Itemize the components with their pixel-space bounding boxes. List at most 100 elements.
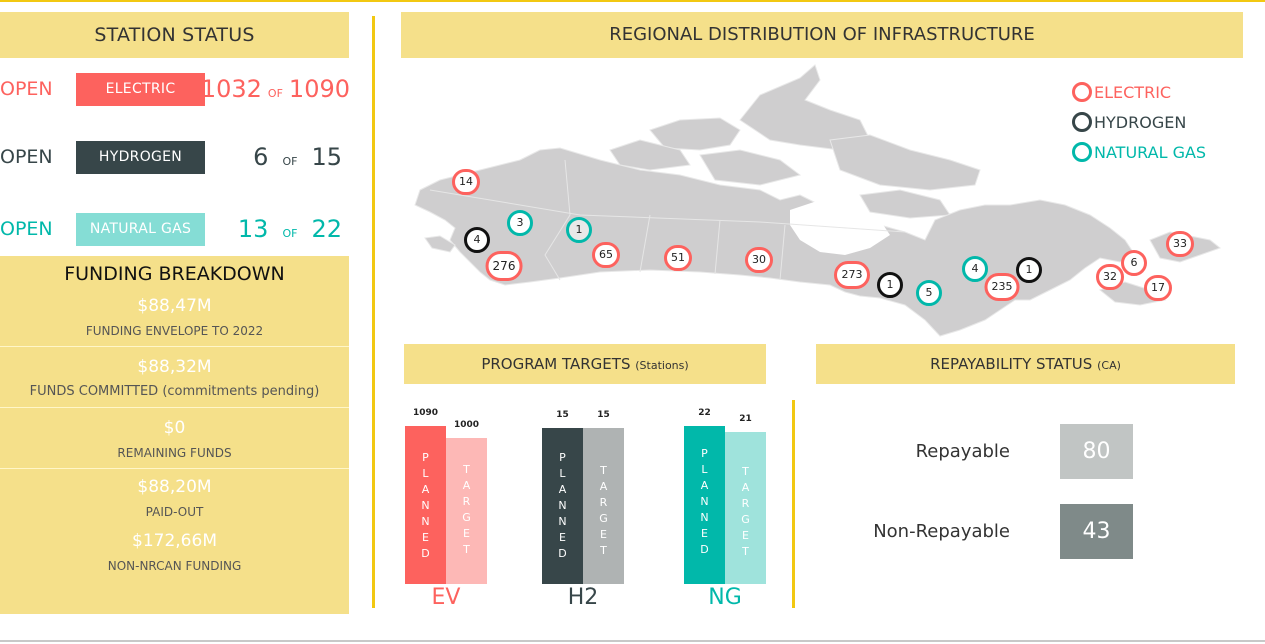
- natural-gas-total-count: 22: [311, 215, 342, 243]
- map-marker-electric[interactable]: 65: [592, 242, 620, 268]
- map-marker-natural-gas[interactable]: 4: [962, 256, 988, 282]
- map-marker-hydrogen[interactable]: 1: [877, 272, 903, 298]
- funding-item-remaining: $0 REMAINING FUNDS: [0, 414, 349, 468]
- h2-label: H2: [567, 585, 599, 610]
- map-marker-hydrogen[interactable]: 1: [1016, 257, 1042, 283]
- funding-item-committed: $88,32M FUNDS COMMITTED (commitments pen…: [0, 353, 349, 407]
- map-marker-electric[interactable]: 51: [664, 245, 692, 271]
- open-label: OPEN: [0, 78, 53, 100]
- circle-icon: [1072, 142, 1092, 162]
- map-marker-electric[interactable]: 273: [834, 261, 870, 289]
- legend-electric: ELECTRIC: [1072, 77, 1206, 107]
- natural-gas-counts: 13 OF 22: [238, 215, 342, 243]
- station-status-panel: STATION STATUS: [0, 12, 349, 58]
- hydrogen-pill: HYDROGEN: [76, 140, 205, 174]
- map-marker-natural-gas[interactable]: 3: [507, 210, 533, 236]
- bottom-rule: [0, 640, 1265, 642]
- map-marker-electric[interactable]: 14: [452, 169, 480, 195]
- map-marker-electric[interactable]: 33: [1166, 231, 1194, 257]
- funding-item-paid-out: $88,20M PAID-OUT: [0, 473, 349, 527]
- target-value: 21: [739, 414, 752, 424]
- of-label: OF: [267, 87, 283, 100]
- map-marker-hydrogen[interactable]: 4: [464, 227, 490, 253]
- status-row-electric: OPEN ELECTRIC 1032 OF 1090: [0, 72, 360, 106]
- ev-label: EV: [431, 585, 461, 610]
- legend-hydrogen: HYDROGEN: [1072, 107, 1206, 137]
- of-label: OF: [282, 155, 298, 168]
- map-marker-electric[interactable]: 235: [984, 273, 1020, 301]
- repayable-count: 80: [1060, 424, 1133, 479]
- map-marker-electric[interactable]: 17: [1144, 275, 1172, 301]
- map-legend: ELECTRIC HYDROGEN NATURAL GAS: [1072, 77, 1206, 167]
- funding-label: FUNDS COMMITTED (commitments pending): [29, 384, 320, 399]
- repayability-title-suffix: (CA): [1097, 359, 1121, 372]
- non-repayable-row: Non-Repayable 43: [850, 504, 1140, 559]
- non-repayable-label: Non-Repayable: [873, 521, 1010, 542]
- map-marker-natural-gas[interactable]: 5: [916, 280, 942, 306]
- electric-total-count: 1090: [288, 75, 350, 103]
- funding-value: $88,32M: [137, 357, 212, 377]
- non-repayable-count: 43: [1060, 504, 1133, 559]
- repayability-title-text: REPAYABILITY STATUS: [930, 355, 1093, 373]
- program-targets-title-text: PROGRAM TARGETS: [481, 355, 631, 373]
- funding-breakdown-title: FUNDING BREAKDOWN: [64, 263, 285, 285]
- target-value: 1000: [453, 420, 480, 430]
- funding-breakdown-panel: FUNDING BREAKDOWN $88,47M FUNDING ENVELO…: [0, 256, 349, 614]
- circle-icon: [1072, 82, 1092, 102]
- divider: [0, 407, 349, 408]
- of-label: OF: [282, 227, 298, 240]
- map-marker-electric[interactable]: 30: [745, 247, 773, 273]
- funding-label: FUNDING ENVELOPE TO 2022: [85, 324, 264, 338]
- status-row-hydrogen: OPEN HYDROGEN 6 OF 15: [0, 140, 360, 174]
- map-title: REGIONAL DISTRIBUTION OF INFRASTRUCTURE: [401, 12, 1243, 58]
- legend-natural-gas: NATURAL GAS: [1072, 137, 1206, 167]
- canada-map: [414, 64, 1222, 337]
- legend-label: ELECTRIC: [1094, 82, 1172, 102]
- funding-value: $88,47M: [137, 296, 212, 316]
- funding-label: PAID-OUT: [145, 505, 204, 519]
- funding-label: NON-NRCAN FUNDING: [107, 559, 242, 573]
- electric-counts: 1032 OF 1090: [201, 75, 350, 103]
- program-targets-title: PROGRAM TARGETS (Stations): [404, 344, 766, 384]
- open-label: OPEN: [0, 146, 53, 168]
- map-marker-natural-gas[interactable]: 1: [566, 217, 592, 243]
- hydrogen-open-count: 6: [253, 143, 269, 171]
- planned-value: 15: [556, 410, 569, 420]
- map-marker-electric[interactable]: 6: [1121, 250, 1147, 276]
- funding-value: $88,20M: [137, 477, 212, 497]
- circle-icon: [1072, 112, 1092, 132]
- electric-pill: ELECTRIC: [76, 72, 205, 106]
- divider: [0, 468, 349, 469]
- left-divider-rule: [372, 16, 375, 608]
- funding-item-non-nrcan: $172,66M NON-NRCAN FUNDING: [0, 527, 349, 581]
- natural-gas-pill: NATURAL GAS: [76, 212, 205, 246]
- funding-item-envelope: $88,47M FUNDING ENVELOPE TO 2022: [0, 292, 349, 346]
- electric-open-count: 1032: [200, 75, 262, 103]
- map-marker-electric[interactable]: 32: [1096, 264, 1124, 290]
- open-label: OPEN: [0, 218, 53, 240]
- ng-label: NG: [708, 585, 742, 610]
- funding-value: $172,66M: [132, 531, 217, 551]
- planned-value: 1090: [412, 408, 439, 418]
- station-status-title: STATION STATUS: [0, 12, 349, 58]
- map-marker-electric[interactable]: 276: [485, 251, 523, 281]
- repayable-label: Repayable: [915, 441, 1010, 462]
- natural-gas-open-count: 13: [237, 215, 269, 243]
- legend-label: HYDROGEN: [1094, 112, 1187, 132]
- legend-label: NATURAL GAS: [1094, 142, 1207, 162]
